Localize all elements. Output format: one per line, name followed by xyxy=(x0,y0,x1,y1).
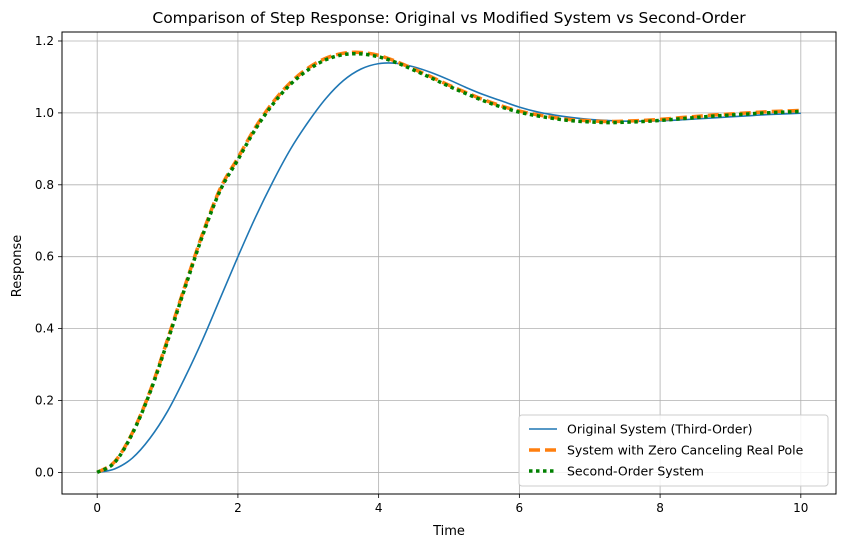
series-line-1 xyxy=(97,62,801,474)
y-tick-label: 1.0 xyxy=(35,106,54,120)
y-tick-label: 0.4 xyxy=(35,322,54,336)
y-tick-label: 0.8 xyxy=(35,178,54,192)
x-tick-label: 8 xyxy=(656,501,664,515)
series-lines xyxy=(96,50,801,475)
legend: Original System (Third-Order) System with… xyxy=(518,414,829,487)
legend-label-1: Original System (Third-Order) xyxy=(567,422,753,437)
x-tick-label: 4 xyxy=(375,501,383,515)
chart-title: Comparison of Step Response: Original vs… xyxy=(152,9,746,27)
y-axis-label: Response xyxy=(10,235,25,297)
y-tick-label: 1.2 xyxy=(35,34,54,48)
y-tick-label: 0.6 xyxy=(35,250,54,264)
legend-box xyxy=(518,414,829,487)
y-tick-label: 0.2 xyxy=(35,394,54,408)
x-tick-label: 0 xyxy=(93,501,101,515)
axis-ticks: 0 2 4 6 8 10 0.0 0.2 0.4 0.6 0.8 1.0 1.2 xyxy=(35,34,809,515)
x-tick-label: 6 xyxy=(516,501,524,515)
x-axis-label: Time xyxy=(432,524,465,539)
y-tick-label: 0.0 xyxy=(35,465,54,479)
legend-label-2: System with Zero Canceling Real Pole xyxy=(567,443,804,458)
legend-label-3: Second-Order System xyxy=(567,464,704,479)
plot-frame xyxy=(61,31,837,495)
x-tick-label: 10 xyxy=(793,501,808,515)
x-tick-label: 2 xyxy=(234,501,242,515)
series-line-2 xyxy=(96,50,801,474)
